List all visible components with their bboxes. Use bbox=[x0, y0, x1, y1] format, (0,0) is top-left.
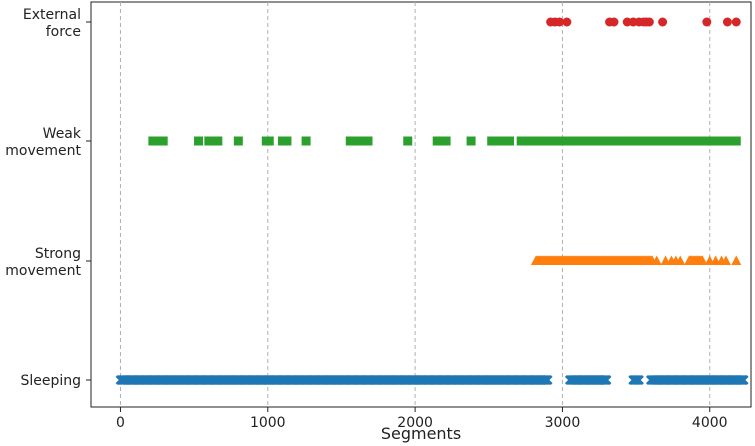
data-point bbox=[301, 136, 311, 146]
data-point bbox=[675, 255, 686, 265]
data-point bbox=[562, 17, 572, 27]
grid-lines bbox=[119, 2, 711, 407]
data-point bbox=[554, 17, 564, 27]
x-tick-label: 0 bbox=[116, 415, 125, 431]
x-tick-label: 1000 bbox=[250, 415, 286, 431]
y-tick-label: Sleeping bbox=[20, 373, 81, 389]
plot-area bbox=[90, 1, 752, 408]
data-point bbox=[213, 136, 223, 146]
data-point bbox=[644, 17, 654, 27]
data-point bbox=[264, 136, 274, 146]
y-tick-label: Strong movement bbox=[5, 246, 81, 279]
data-point bbox=[542, 375, 553, 385]
data-point bbox=[441, 136, 451, 146]
y-axis-ticks: Sleeping Strong movement Weak movement Extern… bbox=[5, 7, 91, 389]
data-point bbox=[403, 136, 413, 146]
data-point bbox=[731, 17, 741, 27]
y-tick-label: External force bbox=[23, 7, 81, 40]
data-point bbox=[466, 136, 476, 146]
data-point bbox=[731, 136, 741, 146]
data-markers bbox=[115, 17, 749, 385]
data-point bbox=[504, 136, 514, 146]
x-tick-label: 3000 bbox=[545, 415, 581, 431]
data-point bbox=[634, 375, 644, 385]
data-point bbox=[702, 17, 712, 27]
data-point bbox=[601, 375, 612, 385]
data-point bbox=[158, 136, 168, 146]
data-point bbox=[282, 136, 292, 146]
data-point bbox=[720, 255, 731, 265]
data-point bbox=[194, 136, 204, 146]
x-tick-label: 4000 bbox=[692, 415, 728, 431]
data-point bbox=[233, 136, 243, 146]
data-point bbox=[658, 17, 668, 27]
x-tick-label: 2000 bbox=[397, 415, 433, 431]
data-point bbox=[738, 375, 749, 385]
data-point bbox=[731, 255, 742, 265]
data-point bbox=[609, 17, 619, 27]
x-axis-ticks: 0 1000 2000 3000 4000 bbox=[116, 407, 728, 431]
data-point bbox=[363, 136, 373, 146]
x-axis-label: Segments bbox=[381, 424, 461, 443]
data-point bbox=[697, 255, 708, 265]
data-point bbox=[722, 17, 732, 27]
y-tick-label: Weak movement bbox=[5, 126, 82, 159]
data-point bbox=[651, 255, 662, 265]
